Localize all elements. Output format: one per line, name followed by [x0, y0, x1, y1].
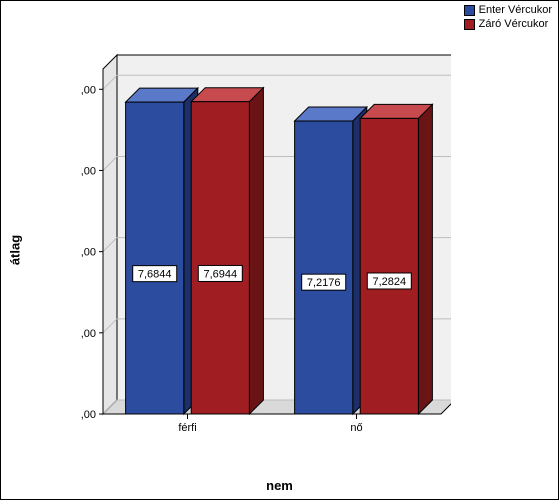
svg-text:7,2176: 7,2176 — [307, 277, 341, 289]
y-tick-label: 4,00 — [81, 247, 96, 259]
bar-value-label: 7,6944 — [198, 265, 242, 281]
chart-container: Enter Vércukor Záró Vércukor átlag nem ,… — [0, 0, 559, 500]
y-tick-label: 6,00 — [81, 165, 96, 177]
svg-text:7,2824: 7,2824 — [372, 276, 406, 288]
bar-value-label: 7,2176 — [302, 274, 346, 290]
y-tick-label: 8,00 — [81, 84, 96, 96]
bar-value-label: 7,6844 — [133, 266, 177, 282]
legend-item: Záró Vércukor — [464, 17, 552, 31]
bar — [126, 88, 198, 414]
x-tick-label: férfi — [178, 422, 196, 434]
y-tick-label: ,00 — [81, 409, 96, 421]
svg-text:7,6944: 7,6944 — [203, 268, 237, 280]
x-axis-label: nem — [266, 478, 293, 493]
bar-value-label: 7,2824 — [367, 273, 411, 289]
legend-label: Záró Vércukor — [479, 17, 549, 31]
legend: Enter Vércukor Záró Vércukor — [464, 3, 552, 31]
legend-item: Enter Vércukor — [464, 3, 552, 17]
legend-swatch-series-1 — [464, 19, 475, 30]
chart-plot: ,00 2,00 4,00 6,00 8,00 7,6844 7,6944 férfi 7,21… — [81, 51, 451, 446]
bar — [295, 107, 367, 414]
bar — [191, 88, 263, 414]
legend-label: Enter Vércukor — [479, 3, 552, 17]
y-axis-label: átlag — [8, 235, 23, 265]
legend-swatch-series-0 — [464, 5, 475, 16]
x-tick-label: nő — [350, 422, 362, 434]
svg-text:7,6844: 7,6844 — [138, 269, 172, 281]
bar — [360, 104, 432, 414]
y-tick-label: 2,00 — [81, 328, 96, 340]
